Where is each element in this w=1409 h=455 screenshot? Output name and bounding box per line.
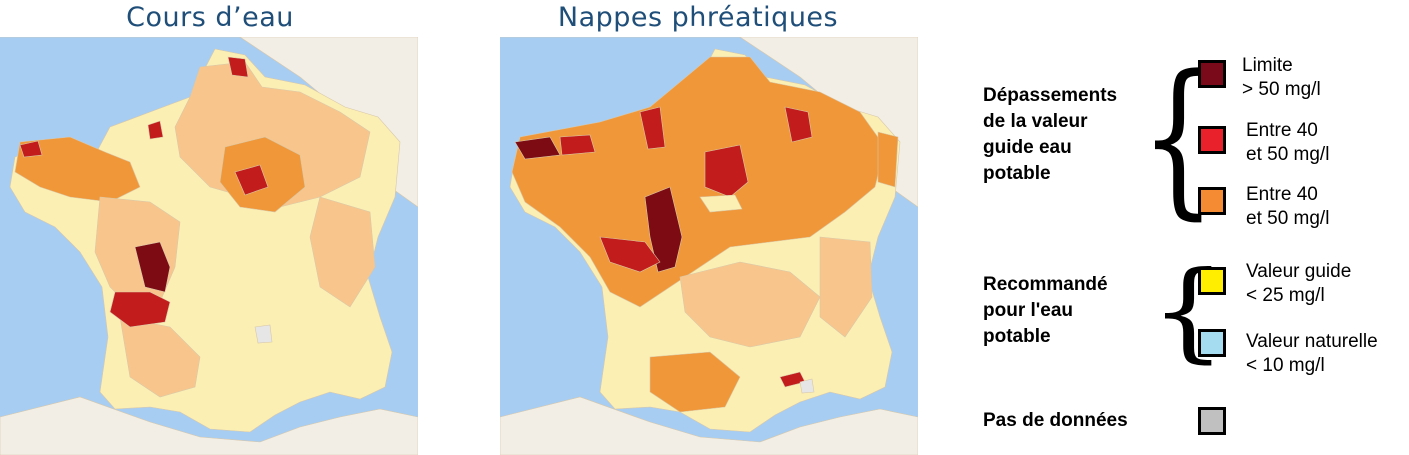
legend-label-40-50-red: Entre 40 et 50 mg/l	[1246, 119, 1329, 167]
region-gt50-normandy	[639, 106, 666, 150]
legend-label-line: Limite	[1242, 55, 1293, 76]
legend-swatch-limit	[1198, 60, 1226, 88]
legend-heading-exceed: Dépassements de la valeur guide eau pota…	[983, 83, 1117, 187]
legend-swatch-40-50-orange	[1198, 187, 1226, 215]
legend-label-guide: Valeur guide < 25 mg/l	[1246, 260, 1351, 308]
map-rivers-svg	[0, 37, 418, 455]
map-title-groundwater: Nappes phréatiques	[557, 2, 839, 33]
region-gt50-paris	[234, 164, 269, 196]
region-lt25-hole	[699, 194, 743, 213]
legend-swatch-natural	[1198, 329, 1226, 357]
map-groundwater	[500, 37, 918, 455]
legend-label-line: Entre 40	[1246, 184, 1318, 205]
legend-heading-exceed-line: guide eau	[983, 137, 1072, 158]
legend-label-line: < 10 mg/l	[1246, 355, 1325, 376]
region-gt50-paris	[704, 144, 749, 198]
legend-label-line: Entre 40	[1246, 120, 1318, 141]
map-rivers	[0, 37, 418, 455]
region-east	[819, 236, 873, 338]
region-gt50-loire	[599, 236, 661, 273]
region-southwest	[649, 351, 741, 413]
legend-label-40-50-orange: Entre 40 et 50 mg/l	[1246, 183, 1329, 231]
region-brittany	[14, 136, 141, 203]
legend-heading-exceed-line: de la valeur	[983, 111, 1088, 132]
legend-label-line: > 50 mg/l	[1242, 79, 1321, 100]
region-limit-loire	[644, 186, 683, 273]
region-limit-brittany	[514, 136, 561, 160]
region-gt50-champagne	[784, 106, 813, 143]
region-no-data	[254, 324, 273, 344]
region-gt50-brittany	[19, 140, 43, 158]
region-limit-vendee	[134, 241, 171, 293]
legend-label-line: Valeur naturelle	[1246, 331, 1378, 352]
land-outside-south	[500, 396, 918, 455]
legend-label-natural: Valeur naturelle < 10 mg/l	[1246, 330, 1378, 378]
region-gt50-normandy	[147, 120, 164, 140]
legend-heading-recommended-line: Recommandé	[983, 274, 1108, 295]
legend-label-line: et 50 mg/l	[1246, 208, 1330, 229]
region-no-data	[799, 378, 815, 394]
map-groundwater-svg	[500, 37, 918, 455]
legend-swatch-40-50-red	[1198, 126, 1226, 154]
legend-heading-no-data: Pas de données	[983, 410, 1128, 431]
legend-heading-recommended: Recommandé pour l'eau potable	[983, 272, 1108, 350]
legend-heading-exceed-line: Dépassements	[983, 85, 1118, 106]
legend-label-line: Valeur guide	[1246, 261, 1352, 282]
legend-heading-recommended-line: potable	[983, 326, 1051, 347]
region-southwest	[119, 316, 201, 398]
legend-label-limit: Limite > 50 mg/l	[1242, 54, 1321, 102]
region-gt50-north	[227, 56, 249, 78]
legend-label-line: et 50 mg/l	[1246, 144, 1330, 165]
legend-swatch-guide	[1198, 267, 1226, 295]
legend-heading-recommended-line: pour l'eau	[983, 300, 1074, 321]
region-alsace	[877, 131, 899, 188]
region-east	[309, 196, 376, 308]
legend-label-line: < 25 mg/l	[1246, 285, 1325, 306]
region-gt50-charente	[109, 291, 171, 328]
map-title-rivers: Cours d’eau	[126, 2, 294, 33]
region-center	[679, 261, 821, 348]
region-gt50-brittany	[559, 134, 596, 156]
legend-swatch-no-data	[1198, 407, 1226, 435]
land-outside-south	[0, 396, 418, 455]
legend-heading-exceed-line: potable	[983, 163, 1051, 184]
